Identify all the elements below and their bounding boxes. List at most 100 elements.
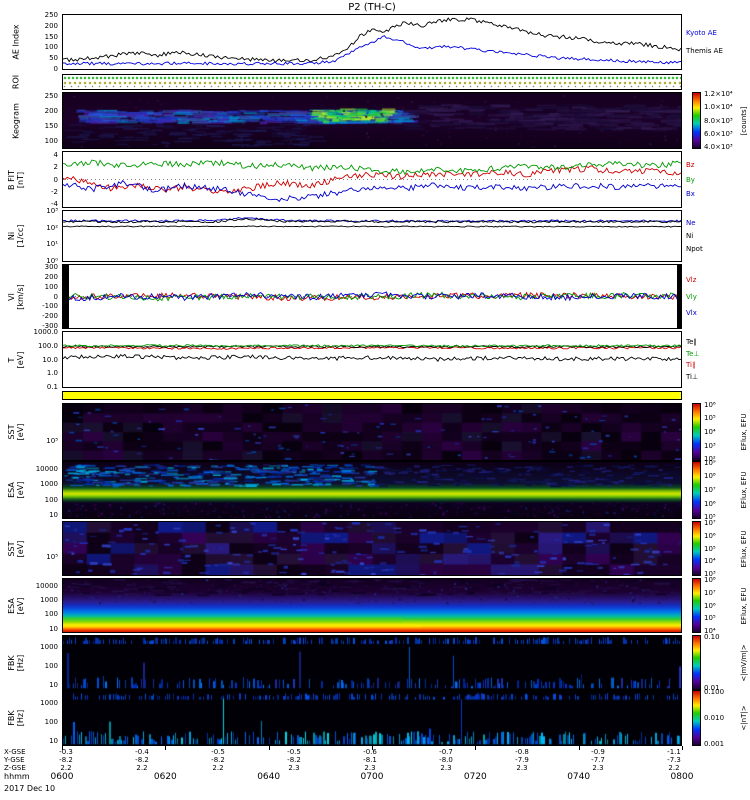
trace-label-Bz: Bz — [686, 161, 695, 170]
time-tickmark — [578, 746, 580, 750]
colorbar-tick: 8.0×10³ — [704, 116, 733, 125]
ephemeris-value: -8.2 — [59, 756, 73, 764]
panel-esa_e-spectrogram-canvas — [63, 462, 681, 518]
colorbar-tick: 10⁶ — [704, 400, 716, 409]
panel-fbk_b-spectrogram-canvas — [63, 691, 681, 745]
colorbar-tick: 10⁶ — [704, 601, 716, 610]
ytick-ni: 10⁰ — [46, 257, 58, 265]
offscale-bar — [676, 265, 681, 328]
ytick-temp: 100.0 — [37, 341, 58, 350]
colorbar-tick: 4.0×10³ — [704, 143, 733, 152]
trace-label-Kyoto AE: Kyoto AE — [686, 28, 717, 37]
ytick-ni: 10² — [46, 223, 58, 232]
ytick-vl: 100 — [44, 282, 58, 291]
ephemeris-value: 2.2 — [136, 764, 148, 772]
panel-esa_i-spectrogram-canvas — [63, 579, 681, 632]
ytick-esa_e: 10000 — [35, 465, 58, 474]
ephemeris-value: -0.5 — [287, 748, 301, 756]
ytick-fbk_e: 1000 — [40, 643, 58, 652]
colorbar-tick: 10⁴ — [704, 557, 716, 566]
colorbar-tick: 10⁷ — [704, 518, 716, 527]
ephemeris-label-Y-GSE: Y-GSE — [4, 756, 25, 764]
panel-sst_i-spectrogram-canvas — [63, 522, 681, 575]
colorbar-tick: 1.0×10⁴ — [704, 103, 733, 112]
ephemeris-value: -0.6 — [363, 748, 377, 756]
colorbar-esa_e — [692, 461, 701, 519]
ytick-ni: 10³ — [46, 207, 58, 215]
ytick-esa_i: 10000 — [35, 581, 58, 590]
colorbar-tick: 0.10 — [704, 632, 720, 641]
ytick-temp: 1000.0 — [33, 328, 59, 336]
trace-label-Vlx: Vlx — [686, 308, 697, 317]
ytick-sst_i: 10⁵ — [46, 552, 58, 561]
time-tick-label: 0700 — [360, 772, 384, 782]
ytick-fbk_b: 1000 — [40, 698, 58, 707]
colorbar-tick: 10⁵ — [704, 614, 716, 623]
panel-roi-canvas — [63, 75, 681, 89]
ephemeris-value: -0.3 — [59, 748, 73, 756]
colorbar-tick: 10⁸ — [704, 575, 716, 584]
panel-keo-spectrogram-canvas — [63, 93, 681, 148]
ytick-ae: 50 — [49, 54, 58, 63]
ephemeris-value: -8.2 — [211, 756, 225, 764]
trace-label-Ni: Ni — [686, 232, 694, 240]
trace-label-Te∥: Te∥ — [686, 338, 697, 347]
ytick-esa_i: 100 — [44, 610, 58, 619]
colorbar-tick: 10⁸ — [704, 472, 716, 481]
colorbar-tick: 0.001 — [704, 740, 725, 749]
time-tick-label: 0640 — [257, 772, 281, 782]
colorbar-tick: 10⁴ — [704, 428, 716, 436]
colorbar-esa_i — [692, 578, 701, 633]
ytick-esa_e: 1000 — [40, 480, 58, 489]
colorbar-keo — [692, 92, 701, 149]
ytick-bfit: 4 — [53, 151, 58, 160]
panel-esa_i — [62, 578, 682, 633]
time-tickmark — [165, 746, 167, 750]
panel-ae — [62, 14, 682, 70]
ytick-vl: 200 — [44, 272, 58, 281]
panel-ni-lines — [63, 217, 681, 228]
ephemeris-value: -0.7 — [439, 748, 453, 756]
panel-temp-lines — [63, 344, 681, 362]
ytick-bfit: -4 — [51, 199, 58, 208]
colorbar-tick: 6.0×10³ — [704, 129, 733, 138]
colorbar-tick: 0.010 — [704, 714, 725, 722]
trace-label-Themis AE: Themis AE — [686, 47, 723, 56]
ytick-fbk_e: 10 — [49, 680, 58, 689]
ytick-ae: 100 — [44, 43, 58, 52]
panel-bfit — [62, 151, 682, 208]
ytick-vl: 300 — [44, 262, 58, 271]
ephemeris-value: -7.7 — [591, 756, 605, 764]
ytick-vl: 0 — [53, 292, 58, 301]
colorbar-sst_i — [692, 521, 701, 576]
colorbar-fbk_e — [692, 635, 701, 690]
ephemeris-value: -8.1 — [363, 756, 377, 764]
date-label: 2017 Dec 10 — [4, 784, 56, 793]
colorbar-tick: 0.01 — [704, 684, 720, 693]
colorbar-tick: 1.2×10⁴ — [704, 89, 733, 98]
colorbar-tick: 10⁹ — [704, 458, 716, 467]
ephemeris-value: 2.3 — [440, 764, 452, 772]
panel-fbk_b — [62, 690, 682, 746]
trace-label-Npot: Npot — [686, 245, 703, 253]
colorbar-tick: 10⁵ — [704, 414, 716, 423]
ephemeris-value: 2.2 — [212, 764, 224, 772]
ephemeris-value: 2.3 — [516, 764, 528, 772]
ytick-vl: -200 — [42, 312, 58, 321]
time-tick-label: 0720 — [463, 772, 487, 782]
colorbar-tick: 10⁷ — [704, 486, 716, 494]
ytick-temp: 1.0 — [46, 369, 58, 378]
panel-temp — [62, 331, 682, 388]
ephemeris-label-Z-GSE: Z-GSE — [4, 764, 26, 772]
ytick-ni: 10¹ — [46, 240, 58, 249]
hhmm-label: hhmm — [4, 772, 30, 781]
ephemeris-value: 2.3 — [592, 764, 604, 772]
panel-sst_e — [62, 403, 682, 461]
colorbar-tick: 10⁶ — [704, 499, 716, 508]
panel-vl-lines — [63, 291, 681, 302]
ytick-bfit: -2 — [51, 187, 58, 196]
ytick-bfit: 0 — [53, 175, 58, 184]
ytick-keo: 250 — [44, 91, 58, 100]
panel-wave — [62, 391, 682, 400]
